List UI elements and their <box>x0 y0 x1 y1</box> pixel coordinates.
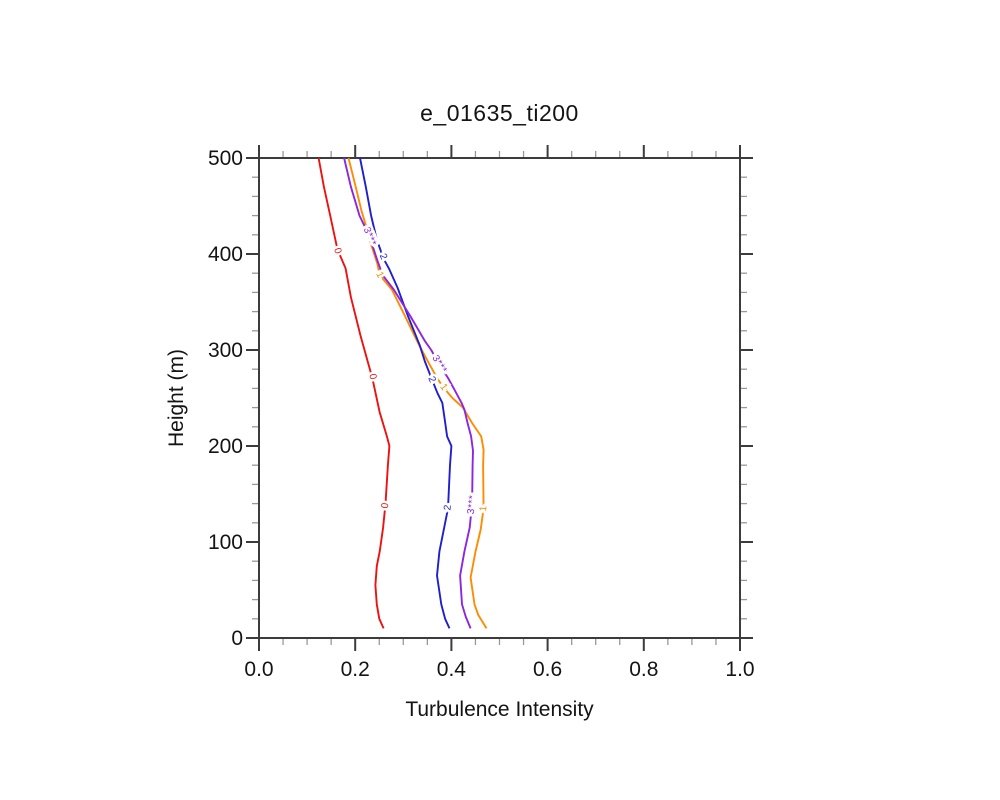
line-label-3sss: 3*** <box>466 494 479 514</box>
series-line-2 <box>359 157 453 629</box>
y-tick-label: 300 <box>208 339 243 362</box>
y-tick-label: 0 <box>231 627 243 650</box>
line-label-2: 2 <box>377 252 389 262</box>
x-tick-label: 0.0 <box>244 658 273 681</box>
x-tick-label: 1.0 <box>725 658 754 681</box>
x-tick-label: 0.4 <box>437 658 467 681</box>
line-label-2: 2 <box>442 504 453 511</box>
line-label-0: 0 <box>366 373 378 382</box>
x-tick-label: 0.8 <box>629 658 658 681</box>
x-tick-label: 0.6 <box>533 658 562 681</box>
line-label-2: 2 <box>425 375 437 385</box>
x-axis-title: Turbulence Intensity <box>405 698 594 721</box>
series-line-3sss <box>343 157 474 629</box>
series-line-0 <box>317 157 391 629</box>
line-label-1: 1 <box>478 505 489 512</box>
line-label-0: 0 <box>380 502 392 510</box>
y-tick-label: 500 <box>208 147 243 170</box>
line-label-3sss: 3*** <box>430 353 450 375</box>
chart-title: e_01635_ti200 <box>420 100 579 126</box>
plot-frame <box>258 157 741 639</box>
series-line-1 <box>347 157 488 629</box>
y-tick-label: 200 <box>208 435 243 458</box>
x-tick-label: 0.2 <box>341 658 370 681</box>
line-label-0: 0 <box>331 247 343 256</box>
line-label-3sss: 3*** <box>361 226 378 248</box>
y-tick-label: 400 <box>208 243 243 266</box>
y-tick-label: 100 <box>208 531 243 554</box>
